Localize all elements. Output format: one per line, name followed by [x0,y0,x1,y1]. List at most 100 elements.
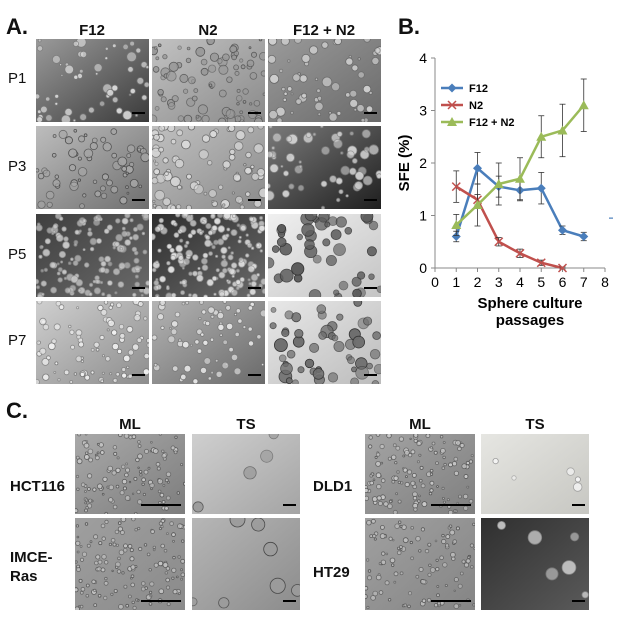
y-tick-label: 0 [419,260,427,276]
y-tick-label: 1 [419,208,427,224]
x-tick-label: 0 [431,274,439,290]
panel-a-letter: A. [6,14,28,39]
scale-bar [364,374,377,376]
data-point [557,125,568,135]
x-axis-label: Sphere culture [477,295,582,312]
micrograph-p5-f12 [36,214,149,297]
micrograph-dld1-ts [481,434,589,514]
data-point [515,248,525,258]
scale-bar [132,112,145,114]
data-point [493,179,504,188]
panel-c-col-ts-right: TS [525,416,545,433]
micrograph-p1-n2 [152,39,265,122]
micrograph-p7-f12-n2 [268,301,381,384]
micrograph-dld1-ml [365,434,475,514]
scale-bar [431,600,471,602]
scale-bar [141,504,181,506]
scale-bar [364,112,377,114]
x-tick-label: 6 [559,274,567,290]
legend-label: F12 [469,83,488,95]
cell-line-dld1: DLD1 [313,478,353,495]
panel-a-row-p5: P5 [8,246,27,263]
data-point [451,219,462,229]
scale-bar [141,600,181,602]
legend-label: N2 [469,100,483,112]
data-point [473,163,482,173]
scale-bar [132,199,145,201]
micrograph-imce-ras-ts [192,518,300,610]
data-point [558,225,567,235]
scale-bar [132,287,145,289]
scale-bar [248,287,261,289]
panel-b-letter: B. [398,14,420,39]
cell-line-ht29: HT29 [313,564,350,581]
scale-bar [572,600,585,602]
x-tick-label: 2 [474,274,482,290]
data-point [515,173,525,183]
x-axis-label: passages [496,312,564,329]
scale-bar [572,504,585,506]
micrograph-p1-f12 [36,39,149,122]
x-tick-label: 1 [452,274,460,290]
data-point [447,83,457,93]
data-point [447,100,457,110]
panel-a-row-p1: P1 [8,70,27,87]
micrograph-p5-f12-n2 [268,214,381,297]
x-tick-label: 5 [537,274,545,290]
scale-bar [364,199,377,201]
panel-a-col-f12-n2: F12 + N2 [292,22,356,39]
data-point [451,232,461,241]
scale-bar [248,112,261,114]
data-point [447,117,457,126]
scale-bar [283,504,296,506]
legend-label: F12 + N2 [469,117,515,129]
cell-line-hct116: HCT116 [10,478,66,495]
data-point [536,183,546,193]
cell-line-imce-ras: IMCE- Ras [10,549,53,585]
micrograph-hct116-ts [192,434,300,514]
micrograph-p7-n2 [152,301,265,384]
data-point [578,100,589,110]
micrograph-p7-f12 [36,301,149,384]
panel-a-row-p3: P3 [8,158,27,175]
panel-c-col-ml-left: ML [119,416,141,433]
scale-bar [283,600,296,602]
panel-a-col-n2: N2 [198,22,218,39]
y-tick-label: 3 [419,103,427,119]
data-point [451,182,461,192]
scale-bar [364,287,377,289]
panel-a-col-f12: F12 [79,22,105,39]
y-tick-label: 2 [419,155,427,171]
scale-bar [248,199,261,201]
data-point [579,232,589,241]
panel-c-col-ml-right: ML [409,416,431,433]
scale-bar [132,374,145,376]
scale-bar [248,374,261,376]
series-line [455,185,563,270]
x-tick-label: 3 [495,274,503,290]
scale-bar [431,504,471,506]
micrograph-p3-f12-n2 [268,126,381,209]
data-point [472,200,483,209]
x-tick-label: 7 [580,274,588,290]
data-point [557,263,568,273]
data-point [536,258,546,268]
y-axis-label: SFE (%) [396,135,413,192]
panel-c-letter: C. [6,398,28,423]
micrograph-imce-ras-ml [75,518,185,610]
micrograph-p5-n2 [152,214,265,297]
micrograph-p3-n2 [152,126,265,209]
panel-c-col-ts-left: TS [236,416,256,433]
micrograph-p1-f12-n2 [268,39,381,122]
data-point [536,131,547,141]
data-point [494,237,504,247]
x-tick-label: 4 [516,274,524,290]
y-tick-label: 4 [419,50,427,66]
x-tick-label: 8 [601,274,609,290]
micrograph-p3-f12 [36,126,149,209]
micrograph-ht29-ml [365,518,475,610]
micrograph-hct116-ml [75,434,185,514]
micrograph-ht29-ts [481,518,589,610]
panel-a-row-p7: P7 [8,332,27,349]
